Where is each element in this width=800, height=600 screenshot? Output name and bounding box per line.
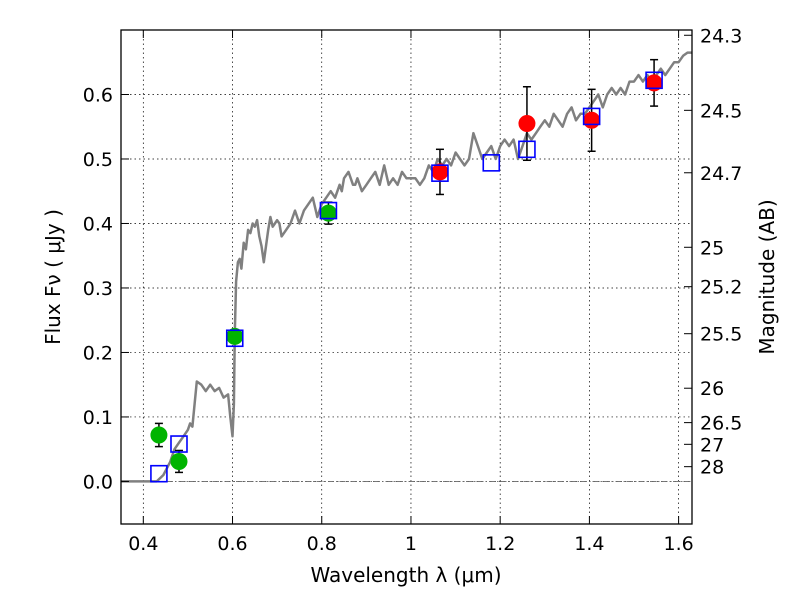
data-point [583,111,601,129]
x-tick-label: 1 [405,533,417,555]
mag-tick-label: 24.5 [700,100,742,122]
x-tick-label: 1.4 [574,533,604,555]
model-flux-point [150,464,168,483]
y-tick-label: 0.1 [83,407,113,429]
x-tick-label: 0.8 [307,533,337,555]
data-point [518,115,536,133]
mag-tick-label: 24.3 [700,25,742,47]
model-flux-point [582,107,601,126]
data-point [150,426,168,444]
model-flux-point [225,329,244,348]
mag-tick-label: 26 [700,378,724,400]
mag-tick-label: 26.5 [700,413,742,435]
data-point [431,163,449,181]
y-tick-label: 0.4 [83,213,113,235]
mag-tick-label: 28 [700,457,724,479]
mag-tick-label: 24.7 [700,163,742,185]
y-tick-label: 0.2 [83,342,113,364]
plot-frame [120,29,693,525]
axis-ticks: 0.4 0.6 0.8 1 1.2 1.4 1.6 0.0 0.1 0.2 0.3 0.4 0.5 0.6… [83,25,743,555]
y-tick-label: 0.0 [83,471,113,493]
x-tick-label: 0.4 [128,533,158,555]
y-tick-label: 0.3 [83,278,113,300]
mag-tick-label: 25 [700,237,724,259]
y-tick-label: 0.6 [83,84,113,106]
mag-tick-label: 25.2 [700,277,742,299]
y-axis-title: Flux Fν ( μJy ) [41,209,65,345]
model-flux-point [319,201,338,220]
x-axis-title: Wavelength λ (μm) [310,563,501,587]
x-tick-label: 0.6 [217,533,247,555]
model-flux-point [482,154,501,172]
x-tick-label: 1.2 [485,533,515,555]
data-series [121,51,692,483]
model-flux-point [645,71,663,90]
model-flux-point [170,435,188,453]
x-tick-label: 1.6 [664,533,694,555]
model-flux-point [431,164,449,182]
mag-tick-label: 27 [700,434,724,456]
model-flux-point [518,140,536,159]
y-tick-label: 0.5 [83,149,113,171]
data-point [170,452,188,470]
y2-axis-title: Magnitude (AB) [755,199,779,354]
mag-tick-label: 25.5 [700,324,742,346]
